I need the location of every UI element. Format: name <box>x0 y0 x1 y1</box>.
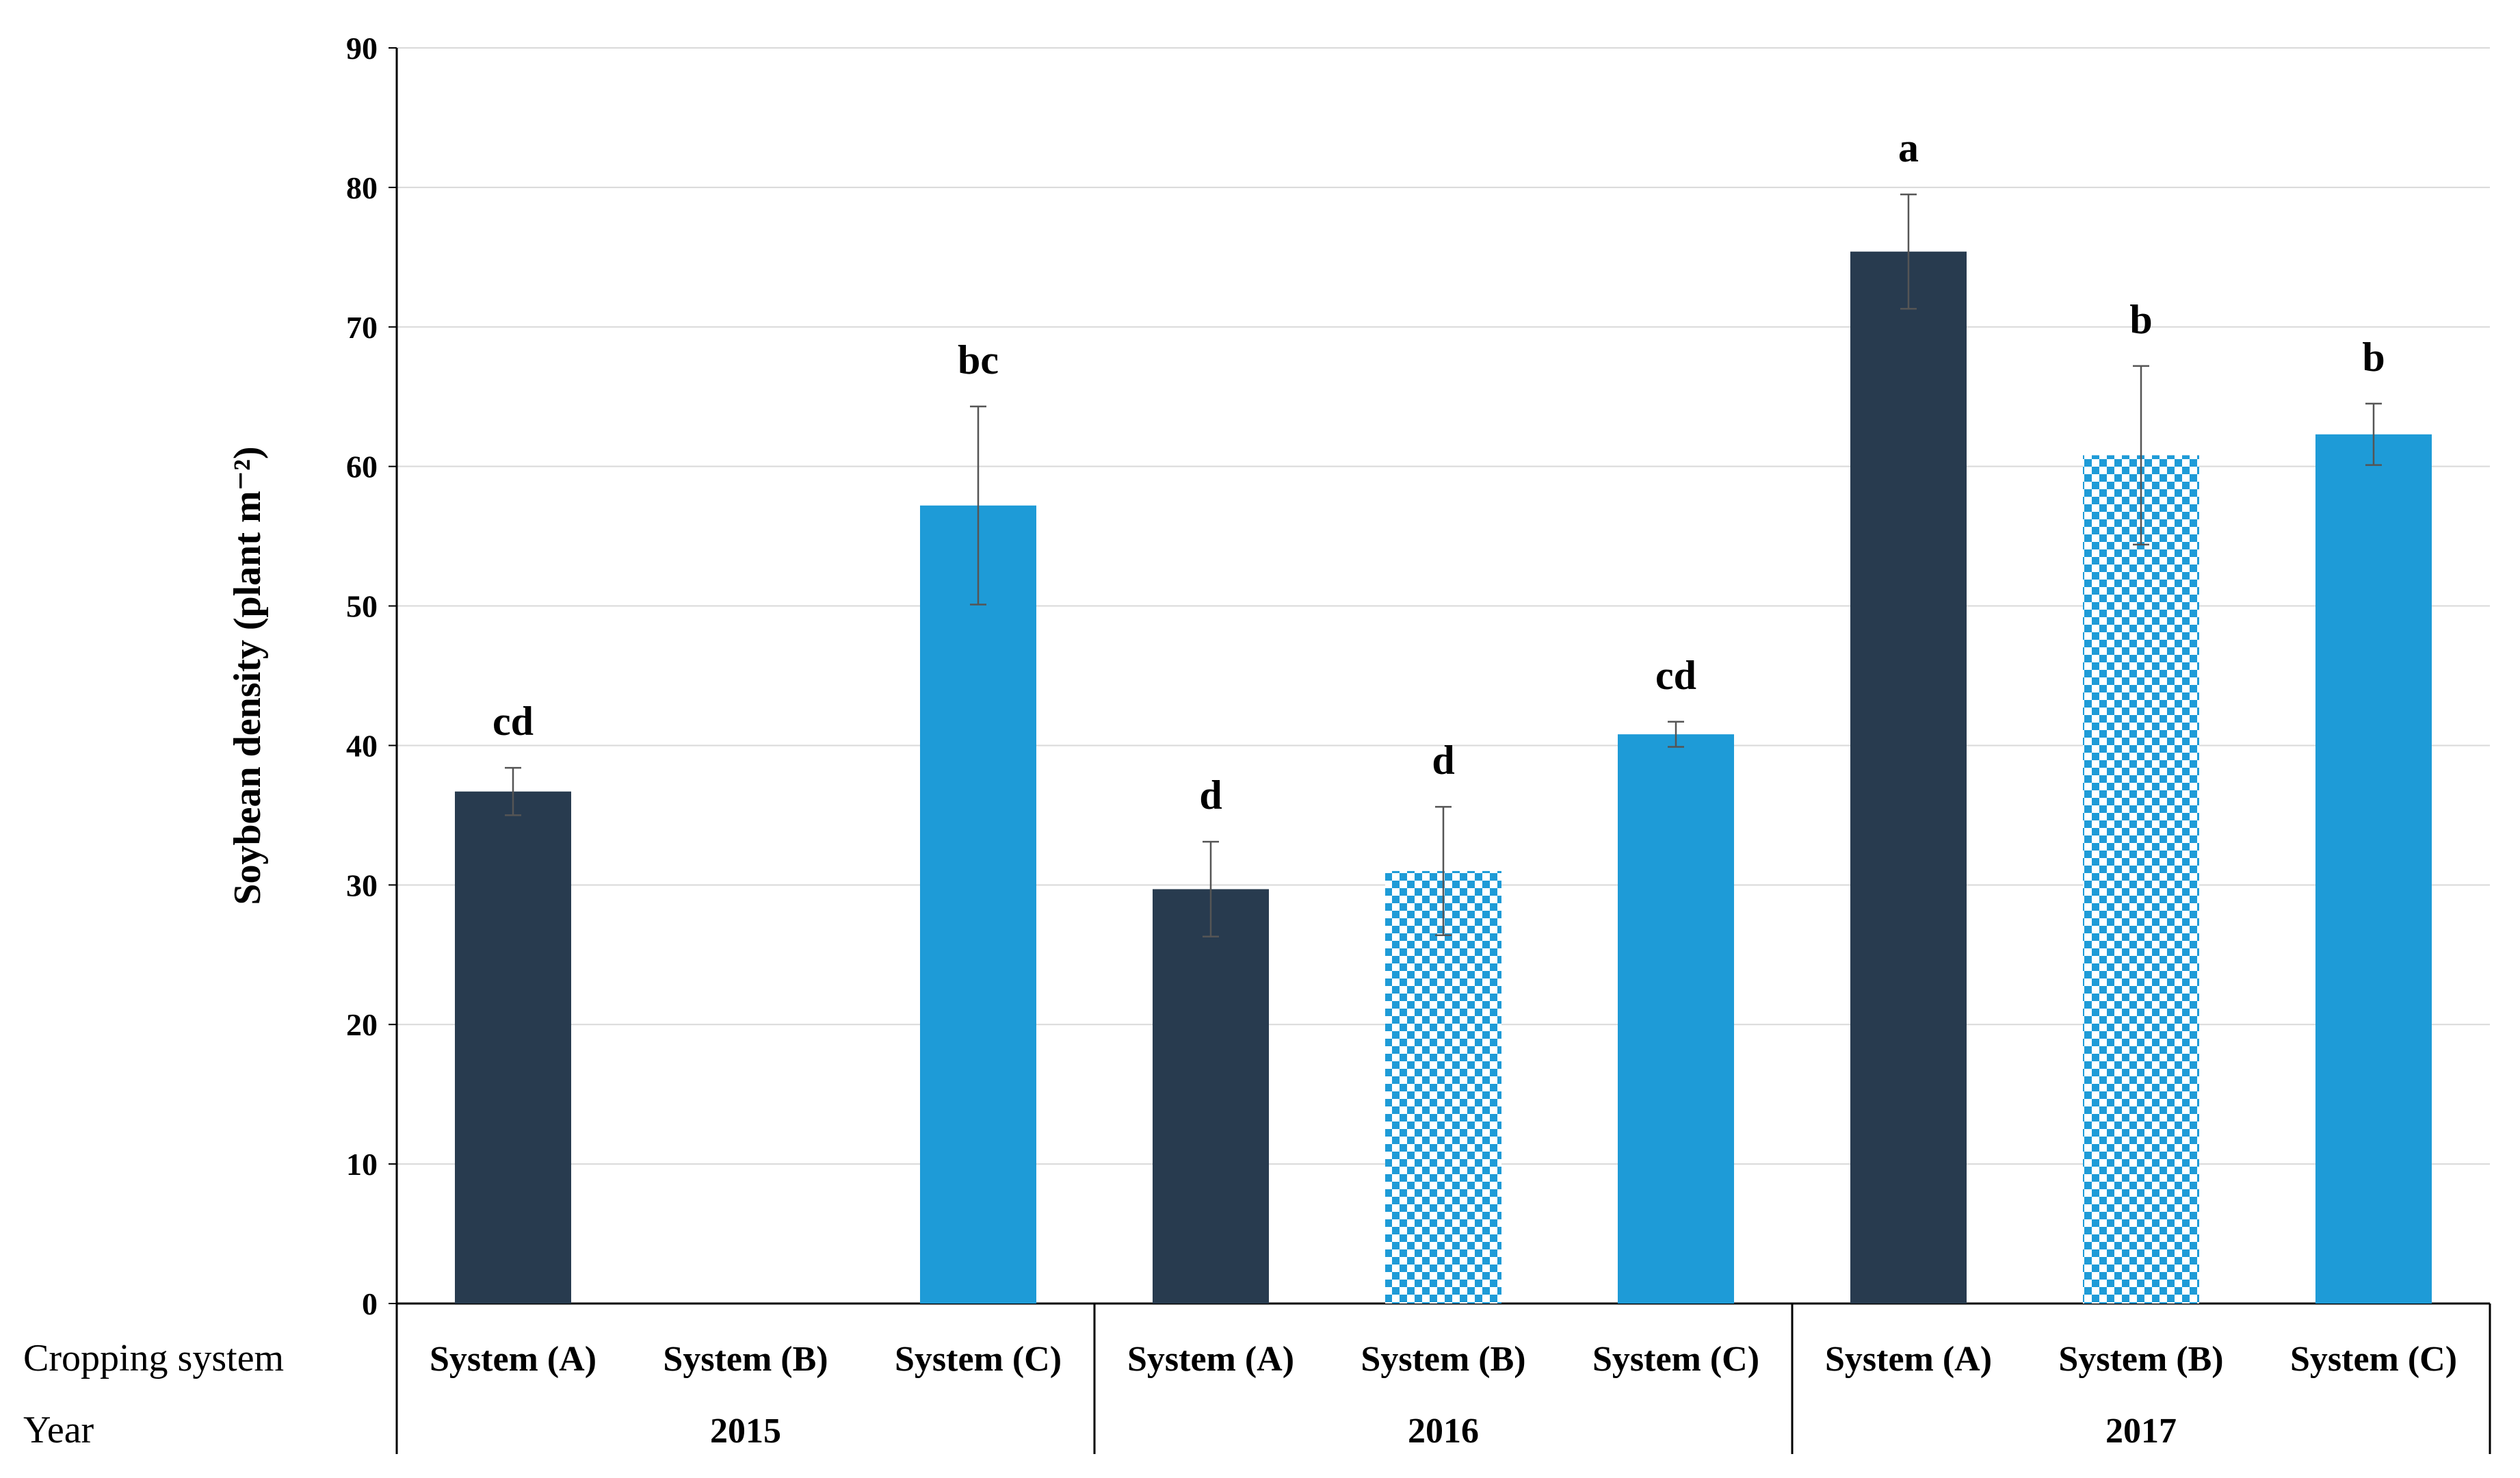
significance-letter: b <box>2129 297 2152 342</box>
bar <box>1618 734 1734 1304</box>
y-tick-label: 10 <box>346 1147 378 1182</box>
year-label: 2017 <box>2105 1412 2177 1451</box>
labels: 0 10 20 30 40 50 60 70 80 90 Soybean density (plan… <box>23 31 2457 1451</box>
y-tick-label: 20 <box>346 1007 378 1042</box>
category-label: System (A) <box>1127 1340 1294 1379</box>
category-label: System (C) <box>895 1340 1062 1379</box>
y-tick-label: 0 <box>362 1286 378 1321</box>
bar <box>455 791 571 1304</box>
gridlines <box>397 47 2490 1165</box>
category-label: System (B) <box>1361 1340 1525 1379</box>
error-bars <box>505 193 2382 938</box>
y-tick-label: 90 <box>346 31 378 66</box>
bar <box>1850 251 1967 1304</box>
y-tick-label: 40 <box>346 728 378 763</box>
category-label: System (A) <box>430 1340 596 1379</box>
significance-letter: b <box>2362 335 2385 380</box>
bar <box>920 505 1036 1304</box>
significance-letter: a <box>1898 125 1919 170</box>
significance-letter: bc <box>958 337 999 383</box>
y-tick-label: 30 <box>346 868 378 903</box>
category-label: System (A) <box>1825 1340 1992 1379</box>
bar <box>1153 889 1269 1304</box>
row-label-year: Year <box>23 1409 94 1451</box>
row-label-cropping-system: Cropping system <box>23 1337 284 1379</box>
bars <box>455 251 2432 1304</box>
year-label: 2016 <box>1408 1412 1479 1451</box>
year-label: 2015 <box>710 1412 781 1451</box>
significance-letter: d <box>1432 738 1454 783</box>
y-axis-title: Soybean density (plant m⁻²) <box>226 446 269 905</box>
y-tick-label: 60 <box>346 450 378 484</box>
significance-letter: cd <box>493 699 534 744</box>
significance-letter: d <box>1199 773 1222 818</box>
significance-letter: cd <box>1655 653 1696 698</box>
category-label: System (B) <box>663 1340 828 1379</box>
y-tick-label: 50 <box>346 589 378 624</box>
category-label: System (C) <box>2290 1340 2457 1379</box>
y-tick-label: 80 <box>346 170 378 205</box>
bar <box>2083 455 2199 1304</box>
y-tick-label: 70 <box>346 310 378 345</box>
category-label: System (C) <box>1592 1340 1759 1379</box>
bar <box>1385 870 1501 1304</box>
bar <box>2315 434 2432 1304</box>
category-label: System (B) <box>2058 1340 2223 1379</box>
